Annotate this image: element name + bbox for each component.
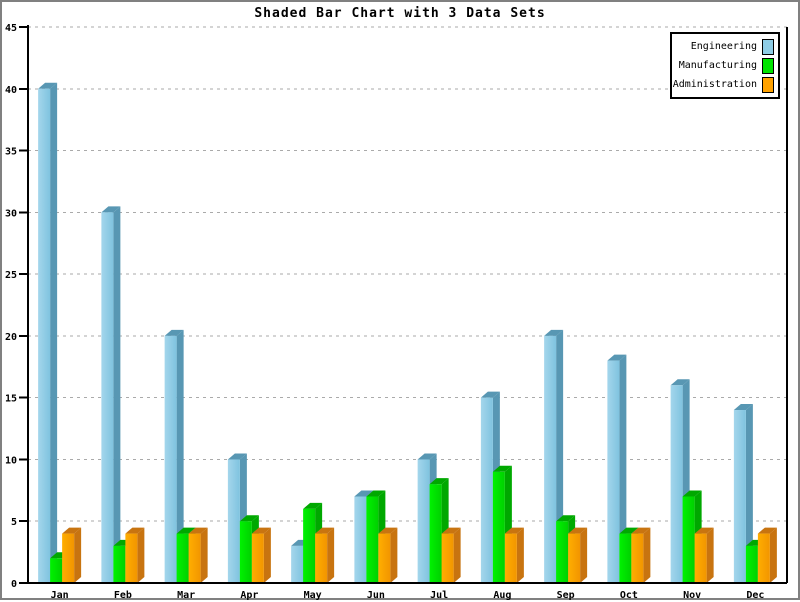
bar-administration-jul — [441, 527, 461, 583]
axes — [19, 25, 788, 584]
bar-engineering-feb — [101, 206, 121, 584]
legend-swatch-manufacturing-icon — [762, 57, 774, 74]
x-tick-label: Jan — [51, 590, 69, 601]
bar-administration-nov — [694, 527, 714, 583]
chart-title: Shaded Bar Chart with 3 Data Sets — [254, 6, 546, 21]
x-tick-label: Oct — [620, 590, 638, 601]
x-tick-label: Feb — [114, 590, 132, 601]
y-tick-label: 30 — [5, 208, 17, 219]
y-tick-label: 20 — [5, 332, 17, 343]
legend-item-engineering: Engineering — [674, 37, 774, 56]
legend-label-engineering: Engineering — [690, 41, 757, 52]
x-tick-label: Apr — [240, 590, 258, 601]
x-tick-label: Jul — [430, 590, 448, 601]
x-tick-label: Nov — [683, 590, 701, 601]
gridlines — [28, 26, 787, 522]
legend-swatch-administration-icon — [762, 76, 774, 93]
x-tick-label: Sep — [557, 590, 575, 601]
y-tick-label: 15 — [5, 394, 17, 405]
legend-swatch-engineering-icon — [762, 38, 774, 55]
legend-label-administration: Administration — [672, 79, 757, 90]
bars — [38, 82, 777, 584]
bar-administration-apr — [251, 527, 271, 583]
legend-item-manufacturing: Manufacturing — [674, 56, 774, 75]
bar-engineering-oct — [607, 354, 627, 583]
x-tick-label: Aug — [493, 590, 511, 601]
bar-administration-feb — [125, 527, 145, 583]
x-tick-label: Dec — [746, 590, 764, 601]
bar-engineering-dec — [733, 404, 753, 583]
y-tick-label: 40 — [5, 85, 17, 96]
bar-administration-sep — [568, 527, 588, 583]
bar-engineering-jan — [38, 82, 58, 584]
bar-administration-oct — [631, 527, 651, 583]
legend: Engineering Manufacturing Administration — [670, 32, 780, 99]
y-tick-label: 35 — [5, 147, 17, 158]
bar-administration-may — [315, 527, 335, 583]
legend-label-manufacturing: Manufacturing — [678, 60, 757, 71]
y-tick-label: 10 — [5, 455, 17, 466]
y-tick-label: 5 — [11, 517, 17, 528]
bar-administration-dec — [757, 527, 777, 583]
x-tick-label: May — [304, 590, 322, 601]
bar-administration-aug — [504, 527, 524, 583]
x-tick-label: Mar — [177, 590, 195, 601]
legend-item-administration: Administration — [672, 75, 774, 94]
y-axis-labels: 0 5 10 15 20 25 30 35 40 45 — [5, 23, 28, 590]
y-tick-label: 25 — [5, 270, 17, 281]
y-tick-label: 0 — [11, 579, 17, 590]
bar-administration-jan — [62, 527, 82, 583]
bar-administration-mar — [188, 527, 208, 583]
bar-administration-jun — [378, 527, 398, 583]
x-axis-labels: Jan Feb Mar Apr May Jun Jul Aug Sep Oct Nov Dec — [51, 590, 765, 601]
x-tick-label: Jun — [367, 590, 385, 601]
y-tick-label: 45 — [5, 23, 17, 34]
bar-engineering-mar — [164, 329, 184, 583]
